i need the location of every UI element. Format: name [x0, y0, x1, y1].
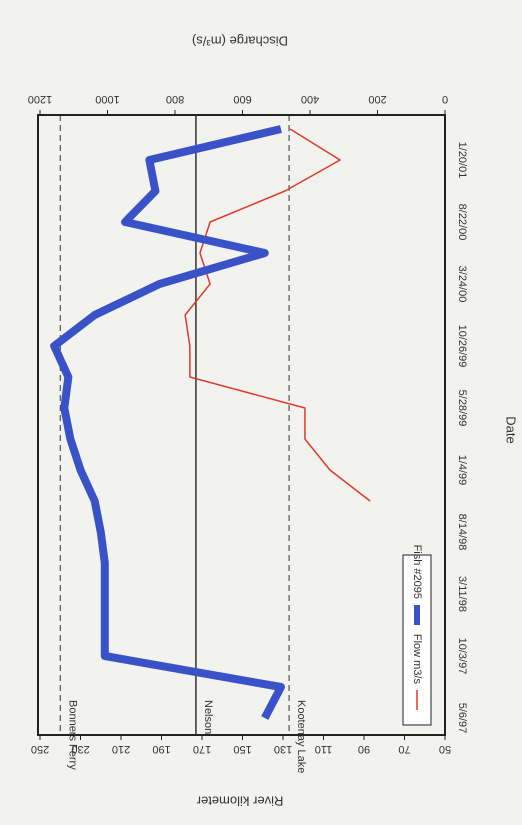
reference-label: Nelson	[202, 700, 214, 734]
x-tick-label: 10/3/97	[456, 638, 468, 675]
x-tick-label: 10/26/99	[456, 325, 468, 368]
series-line	[184, 128, 371, 502]
y-tick-label: 150	[233, 743, 251, 755]
x-tick-label: 1/4/99	[456, 455, 468, 486]
y-tick-label: 190	[152, 743, 170, 755]
reference-label: Kootenay Lake	[295, 700, 307, 773]
x-tick-label: 8/14/98	[456, 514, 468, 551]
y2-tick-label: 1200	[28, 93, 52, 105]
series-line	[50, 125, 285, 720]
x-axis-title: Date	[504, 416, 519, 443]
y-axis-title: River kilometer	[196, 794, 283, 809]
y-tick-label: 130	[274, 743, 292, 755]
x-tick-label: 1/20/01	[456, 142, 468, 179]
y-tick-label: 170	[193, 743, 211, 755]
x-tick-label: 3/11/98	[456, 576, 468, 612]
y2-tick-label: 600	[233, 93, 251, 105]
y-tick-label: 210	[112, 743, 130, 755]
plot-frame	[37, 114, 446, 736]
reference-label: Bonners Ferry	[66, 700, 78, 770]
legend-label: Flow m3/s	[411, 634, 423, 685]
x-tick-label: 5/6/97	[456, 703, 468, 734]
y2-tick-label: 1000	[95, 93, 119, 105]
y-tick-label: 50	[439, 743, 451, 755]
y2-tick-label: 800	[166, 93, 184, 105]
y2-tick-label: 0	[442, 93, 448, 105]
y-tick-label: 230	[71, 743, 89, 755]
x-tick-label: 8/22/00	[456, 204, 468, 241]
y-tick-label: 70	[398, 743, 410, 755]
y-tick-label: 110	[315, 743, 333, 755]
y2-axis-title: Discharge (m³/s)	[192, 34, 288, 49]
y2-tick-label: 200	[368, 93, 386, 105]
y2-tick-label: 400	[301, 93, 319, 105]
x-tick-label: 3/24/00	[456, 266, 468, 303]
y-tick-label: 90	[358, 743, 370, 755]
y-tick-label: 250	[31, 743, 49, 755]
x-tick-label: 5/28/99	[456, 390, 468, 427]
legend-label: Fish #2095	[411, 545, 423, 599]
